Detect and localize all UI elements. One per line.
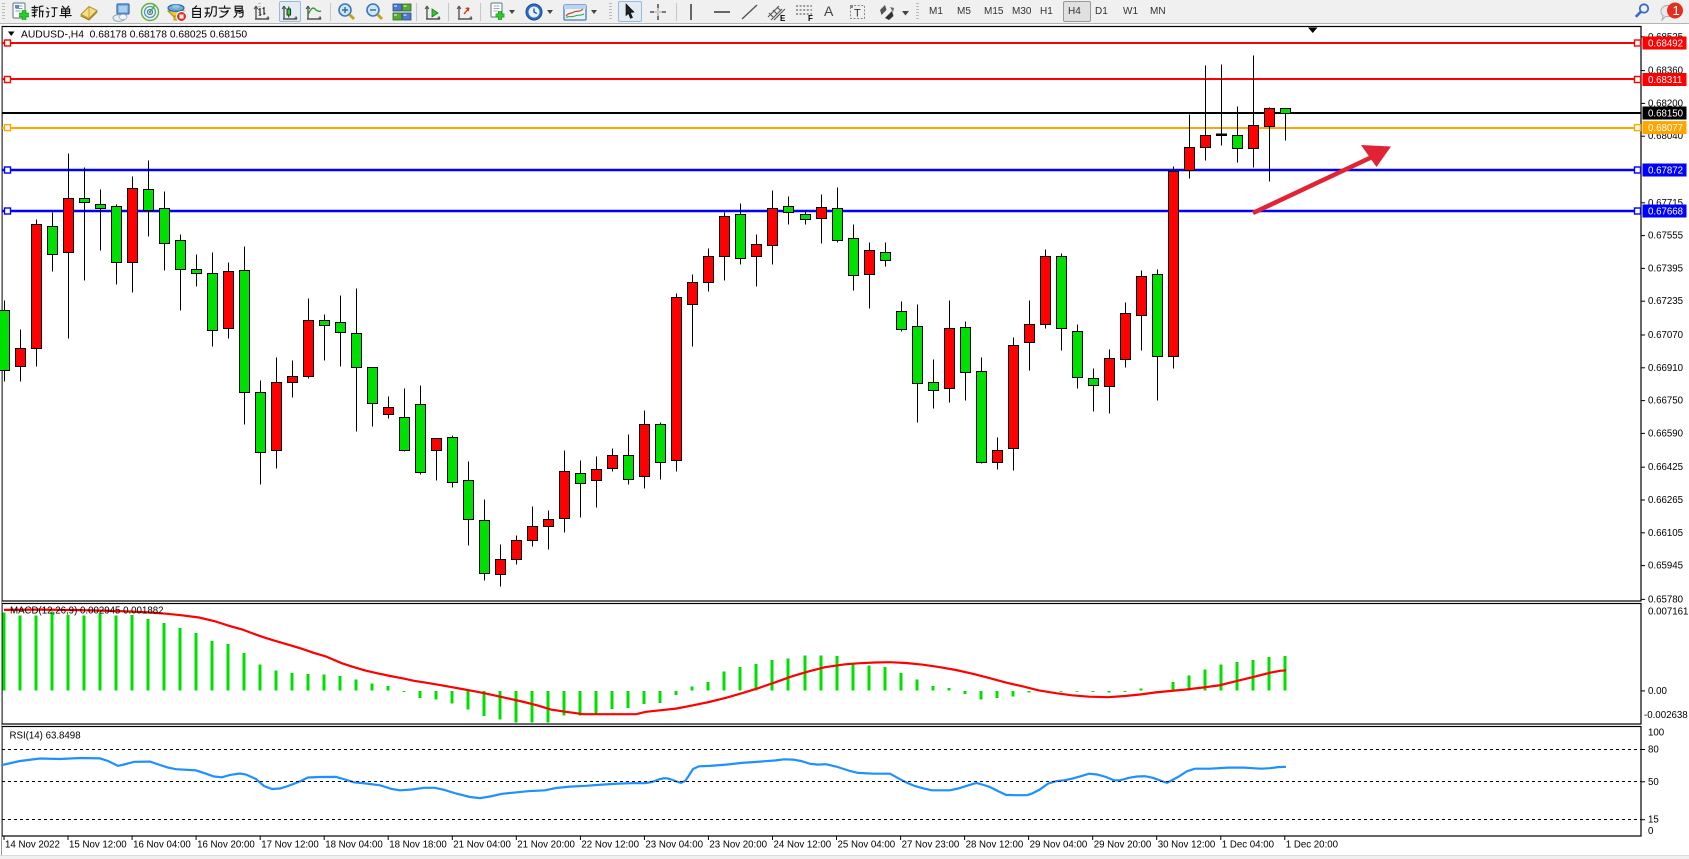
svg-text:0.68360: 0.68360 [1648, 66, 1684, 77]
svg-text:RSI(14) 63.8498: RSI(14) 63.8498 [10, 731, 81, 742]
svg-text:0.65945: 0.65945 [1648, 561, 1683, 572]
svg-text:0.65780: 0.65780 [1648, 594, 1684, 605]
svg-text:1 Dec 20:00: 1 Dec 20:00 [1286, 840, 1339, 851]
svg-text:0.66750: 0.66750 [1648, 396, 1684, 407]
svg-text:-0.002638: -0.002638 [1644, 710, 1688, 721]
svg-text:0.68077: 0.68077 [1648, 123, 1683, 134]
svg-text:16 Nov 20:00: 16 Nov 20:00 [197, 840, 255, 851]
svg-text:E: E [780, 14, 786, 23]
svg-text:F: F [808, 14, 813, 23]
svg-text:15 Nov 12:00: 15 Nov 12:00 [69, 840, 127, 851]
svg-text:21 Nov 20:00: 21 Nov 20:00 [517, 840, 575, 851]
svg-text:0.67872: 0.67872 [1648, 166, 1683, 177]
svg-text:0.67555: 0.67555 [1648, 231, 1683, 242]
svg-text:0.68040: 0.68040 [1648, 131, 1684, 142]
svg-text:0.67668: 0.67668 [1648, 207, 1683, 218]
svg-text:0.66265: 0.66265 [1648, 495, 1683, 506]
svg-text:AUDUSD-,H4 0.68178 0.68178 0.: AUDUSD-,H4 0.68178 0.68178 0.68025 0.681… [21, 30, 247, 41]
svg-text:0.68492: 0.68492 [1648, 39, 1683, 50]
svg-text:14 Nov 2022: 14 Nov 2022 [5, 840, 60, 851]
svg-text:21 Nov 04:00: 21 Nov 04:00 [453, 840, 511, 851]
svg-text:25 Nov 04:00: 25 Nov 04:00 [838, 840, 896, 851]
svg-text:16 Nov 04:00: 16 Nov 04:00 [133, 840, 191, 851]
svg-text:23 Nov 20:00: 23 Nov 20:00 [709, 840, 767, 851]
svg-text:0.67395: 0.67395 [1648, 263, 1683, 274]
svg-text:T: T [854, 8, 861, 20]
svg-text:27 Nov 23:00: 27 Nov 23:00 [902, 840, 960, 851]
svg-text:1 Dec 04:00: 1 Dec 04:00 [1222, 840, 1275, 851]
svg-text:17 Nov 12:00: 17 Nov 12:00 [261, 840, 319, 851]
svg-text:29 Nov 20:00: 29 Nov 20:00 [1094, 840, 1152, 851]
svg-text:0: 0 [1648, 826, 1654, 837]
svg-text:15: 15 [1648, 815, 1659, 826]
svg-text:0.66590: 0.66590 [1648, 428, 1684, 439]
svg-text:50: 50 [1648, 777, 1659, 788]
svg-text:100: 100 [1648, 728, 1665, 739]
svg-text:30 Nov 12:00: 30 Nov 12:00 [1158, 840, 1216, 851]
svg-text:0.66105: 0.66105 [1648, 528, 1683, 539]
svg-text:0.68311: 0.68311 [1648, 75, 1682, 86]
svg-text:22 Nov 12:00: 22 Nov 12:00 [581, 840, 639, 851]
svg-text:0.68200: 0.68200 [1648, 98, 1684, 109]
svg-text:29 Nov 04:00: 29 Nov 04:00 [1030, 840, 1088, 851]
svg-text:0.66425: 0.66425 [1648, 462, 1683, 473]
svg-text:24 Nov 12:00: 24 Nov 12:00 [774, 840, 832, 851]
svg-text:28 Nov 12:00: 28 Nov 12:00 [966, 840, 1024, 851]
svg-text:18 Nov 04:00: 18 Nov 04:00 [325, 840, 383, 851]
svg-text:18 Nov 18:00: 18 Nov 18:00 [389, 840, 447, 851]
svg-text:1: 1 [1673, 3, 1680, 18]
svg-text:0.67235: 0.67235 [1648, 296, 1683, 307]
svg-text:0.67715: 0.67715 [1648, 198, 1683, 209]
svg-text:0.67070: 0.67070 [1648, 330, 1684, 341]
svg-text:23 Nov 04:00: 23 Nov 04:00 [645, 840, 703, 851]
svg-text:MACD(12,26,9) 0.002945 0.00188: MACD(12,26,9) 0.002945 0.001882 [10, 606, 164, 617]
svg-text:80: 80 [1648, 745, 1659, 756]
svg-text:0.68150: 0.68150 [1648, 109, 1684, 120]
svg-text:0.00: 0.00 [1648, 686, 1667, 697]
svg-text:0.66910: 0.66910 [1648, 363, 1684, 374]
svg-text:0.007161: 0.007161 [1648, 607, 1688, 618]
